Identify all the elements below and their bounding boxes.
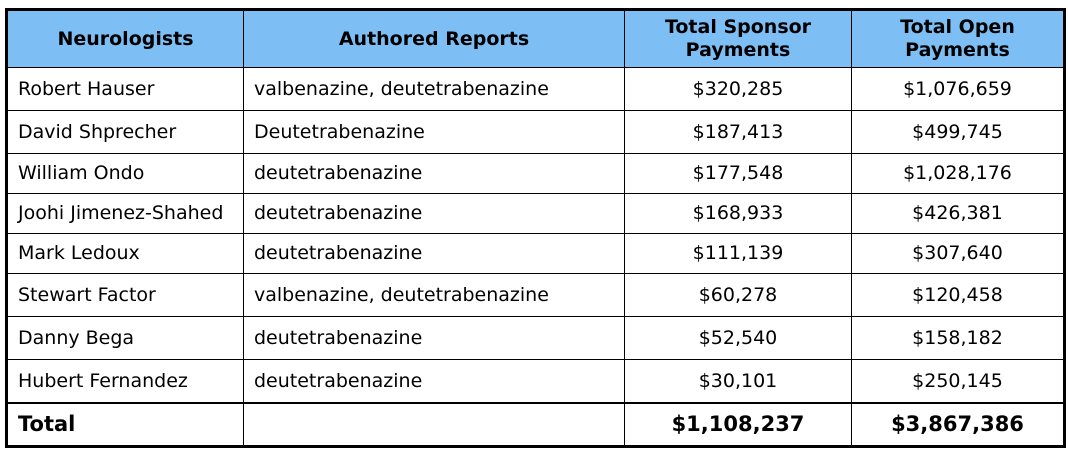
cell-sponsor-payments: $52,540 bbox=[624, 316, 852, 361]
cell-neurologist: David Shprecher bbox=[6, 110, 244, 155]
payments-table: Neurologists Authored Reports Total Spon… bbox=[5, 8, 1066, 448]
cell-neurologist: Mark Ledoux bbox=[6, 233, 244, 275]
header-neurologists: Neurologists bbox=[6, 9, 244, 68]
cell-open-payments: $120,458 bbox=[851, 273, 1065, 318]
cell-neurologist: Hubert Fernandez bbox=[6, 359, 244, 404]
total-sponsor-payments: $1,108,237 bbox=[624, 401, 852, 447]
cell-authored-reports: deutetrabenazine bbox=[243, 193, 625, 235]
cell-sponsor-payments: $30,101 bbox=[624, 359, 852, 404]
cell-sponsor-payments: $177,548 bbox=[624, 153, 852, 195]
table-row: Stewart Factor valbenazine, deutetrabena… bbox=[6, 273, 1065, 318]
table-row: William Ondo deutetrabenazine $177,548 $… bbox=[6, 153, 1065, 195]
cell-authored-reports: valbenazine, deutetrabenazine bbox=[243, 273, 625, 318]
header-total-sponsor-line2: Payments bbox=[685, 39, 791, 61]
header-total-open-line2: Payments bbox=[905, 39, 1010, 61]
table-row: David Shprecher Deutetrabenazine $187,41… bbox=[6, 110, 1065, 155]
cell-sponsor-payments: $111,139 bbox=[624, 233, 852, 275]
total-row: Total $1,108,237 $3,867,386 bbox=[6, 401, 1065, 447]
total-open-payments: $3,867,386 bbox=[851, 401, 1065, 447]
header-total-sponsor-payments: Total Sponsor Payments bbox=[624, 9, 852, 68]
cell-authored-reports: Deutetrabenazine bbox=[243, 110, 625, 155]
table-row: Danny Bega deutetrabenazine $52,540 $158… bbox=[6, 316, 1065, 361]
cell-open-payments: $307,640 bbox=[851, 233, 1065, 275]
cell-authored-reports: deutetrabenazine bbox=[243, 153, 625, 195]
cell-open-payments: $158,182 bbox=[851, 316, 1065, 361]
cell-open-payments: $499,745 bbox=[851, 110, 1065, 155]
header-total-open-line1: Total Open bbox=[900, 16, 1015, 38]
cell-sponsor-payments: $60,278 bbox=[624, 273, 852, 318]
header-total-open-payments: Total Open Payments bbox=[851, 9, 1065, 68]
cell-authored-reports: deutetrabenazine bbox=[243, 359, 625, 404]
cell-sponsor-payments: $320,285 bbox=[624, 66, 852, 112]
cell-open-payments: $1,076,659 bbox=[851, 66, 1065, 112]
cell-open-payments: $1,028,176 bbox=[851, 153, 1065, 195]
cell-authored-reports: deutetrabenazine bbox=[243, 316, 625, 361]
cell-neurologist: Stewart Factor bbox=[6, 273, 244, 318]
cell-neurologist: Joohi Jimenez-Shahed bbox=[6, 193, 244, 235]
cell-sponsor-payments: $187,413 bbox=[624, 110, 852, 155]
cell-authored-reports: valbenazine, deutetrabenazine bbox=[243, 66, 625, 112]
cell-open-payments: $426,381 bbox=[851, 193, 1065, 235]
cell-sponsor-payments: $168,933 bbox=[624, 193, 852, 235]
cell-neurologist: William Ondo bbox=[6, 153, 244, 195]
table-row: Robert Hauser valbenazine, deutetrabenaz… bbox=[6, 66, 1065, 112]
table-row: Hubert Fernandez deutetrabenazine $30,10… bbox=[6, 359, 1065, 404]
cell-neurologist: Robert Hauser bbox=[6, 66, 244, 112]
table-row: Mark Ledoux deutetrabenazine $111,139 $3… bbox=[6, 233, 1065, 275]
cell-authored-reports: deutetrabenazine bbox=[243, 233, 625, 275]
total-authored-reports bbox=[243, 401, 625, 447]
cell-open-payments: $250,145 bbox=[851, 359, 1065, 404]
table-row: Joohi Jimenez-Shahed deutetrabenazine $1… bbox=[6, 193, 1065, 235]
header-row: Neurologists Authored Reports Total Spon… bbox=[6, 9, 1065, 68]
header-authored-reports: Authored Reports bbox=[243, 9, 625, 68]
cell-neurologist: Danny Bega bbox=[6, 316, 244, 361]
header-total-sponsor-line1: Total Sponsor bbox=[664, 16, 812, 38]
total-label: Total bbox=[6, 401, 244, 447]
